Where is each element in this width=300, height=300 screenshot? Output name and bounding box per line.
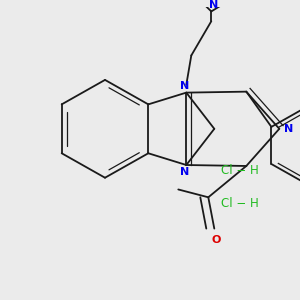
Text: Cl − H: Cl − H [221, 164, 259, 177]
Text: O: O [212, 235, 221, 245]
Text: Cl − H: Cl − H [221, 197, 259, 210]
Text: N: N [209, 0, 218, 10]
Text: N: N [180, 81, 189, 91]
Text: N: N [180, 167, 189, 177]
Text: N: N [284, 124, 293, 134]
